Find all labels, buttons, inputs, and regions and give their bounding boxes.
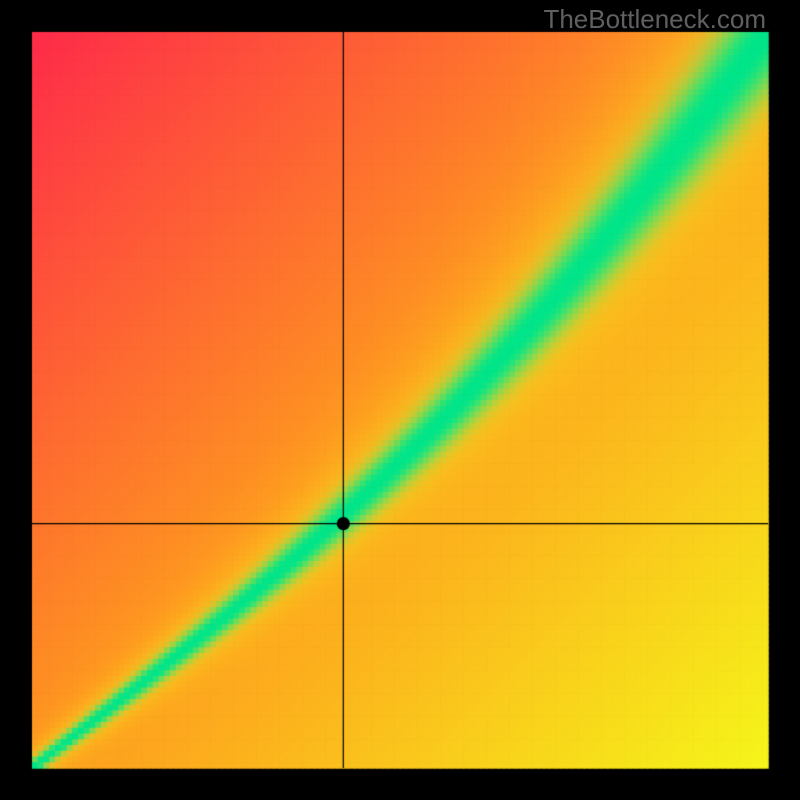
watermark-text: TheBottleneck.com [543,4,766,35]
chart-container: { "canvas": { "width": 800, "height": 80… [0,0,800,800]
bottleneck-heatmap [0,0,800,800]
